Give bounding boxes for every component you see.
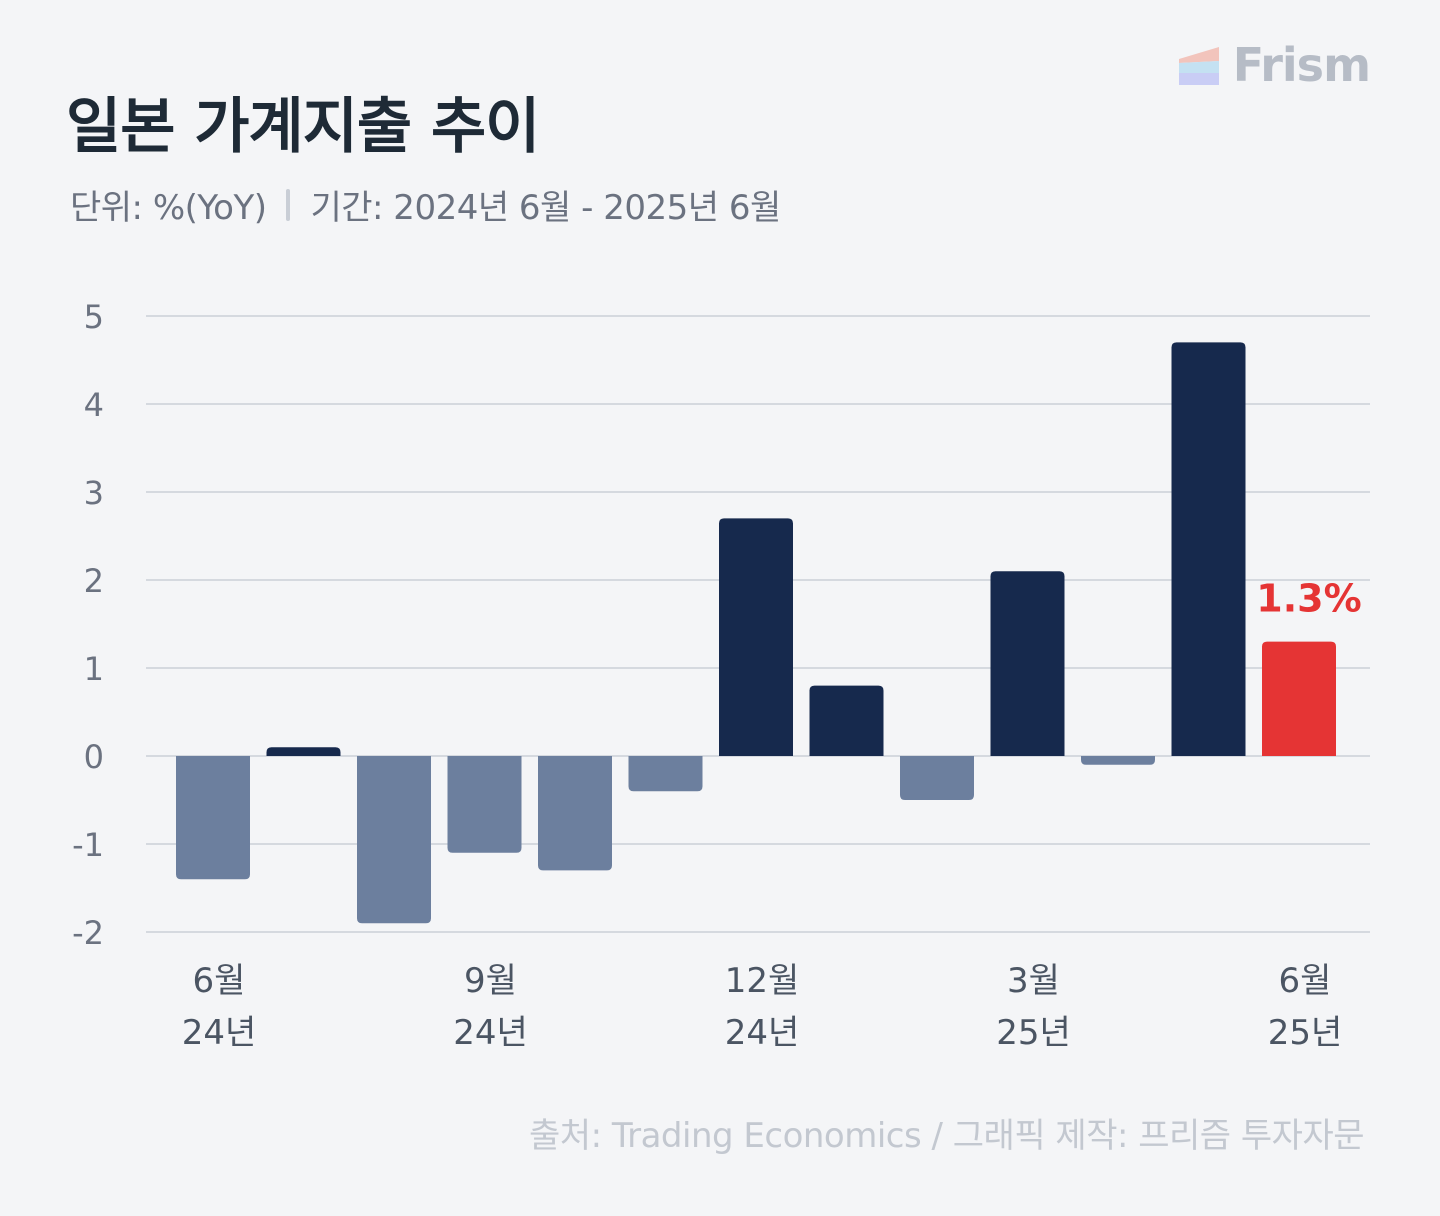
- chart-title: 일본 가계지출 추이: [66, 92, 540, 162]
- bar-2024-10: [538, 756, 612, 871]
- x-tick-year: 24년: [453, 1013, 528, 1053]
- bar-2025-06: [1262, 641, 1336, 756]
- bar-2025-04: [1081, 756, 1155, 765]
- x-tick-year: 24년: [182, 1013, 257, 1053]
- y-tick-label: -1: [72, 826, 104, 864]
- bar-2024-11: [628, 756, 703, 792]
- y-tick-label: 3: [84, 474, 104, 512]
- bar-2025-03: [990, 571, 1065, 756]
- x-tick-month: 9월: [464, 961, 517, 1001]
- x-tick-month: 6월: [193, 961, 246, 1001]
- bar-2024-06: [176, 756, 250, 880]
- x-tick-month: 12월: [725, 961, 800, 1001]
- x-tick-year: 24년: [725, 1013, 800, 1053]
- x-tick-year: 25년: [996, 1013, 1071, 1053]
- y-tick-label: -2: [72, 914, 104, 952]
- y-tick-label: 1: [84, 650, 104, 688]
- frism-logo-icon: [1178, 47, 1219, 85]
- brand-logo: Frism: [1178, 38, 1371, 92]
- y-tick-label: 5: [84, 298, 104, 336]
- subtitle-divider: [286, 188, 291, 221]
- bar-2025-01: [809, 685, 884, 756]
- x-tick-year: 25년: [1268, 1013, 1343, 1053]
- bar-2024-12: [719, 518, 793, 756]
- y-tick-label: 0: [84, 738, 104, 776]
- bars: [176, 342, 1336, 924]
- bar-2024-09: [447, 756, 522, 853]
- bar-2025-02: [900, 756, 974, 800]
- x-tick-month: 3월: [1007, 961, 1060, 1001]
- period-label: 기간: 2024년 6월 - 2025년 6월: [310, 188, 781, 228]
- bar-2024-08: [357, 756, 431, 924]
- x-tick-month: 6월: [1279, 961, 1332, 1001]
- unit-label: 단위: %(YoY): [70, 188, 267, 228]
- highlight-value-label: 1.3%: [1256, 577, 1361, 621]
- source-note: 출처: Trading Economics / 그래픽 제작: 프리즘 투자자문: [529, 1116, 1364, 1156]
- y-tick-label: 2: [84, 562, 104, 600]
- y-axis-labels: 5 4 3 2 1 0 -1 -2: [72, 298, 104, 952]
- y-tick-label: 4: [84, 386, 104, 424]
- annotations: 1.3%: [1256, 577, 1361, 621]
- bar-2024-07: [266, 747, 341, 756]
- chart-subtitle: 단위: %(YoY) 기간: 2024년 6월 - 2025년 6월: [70, 180, 781, 229]
- bar-2025-05: [1171, 342, 1246, 756]
- brand-name: Frism: [1232, 38, 1371, 92]
